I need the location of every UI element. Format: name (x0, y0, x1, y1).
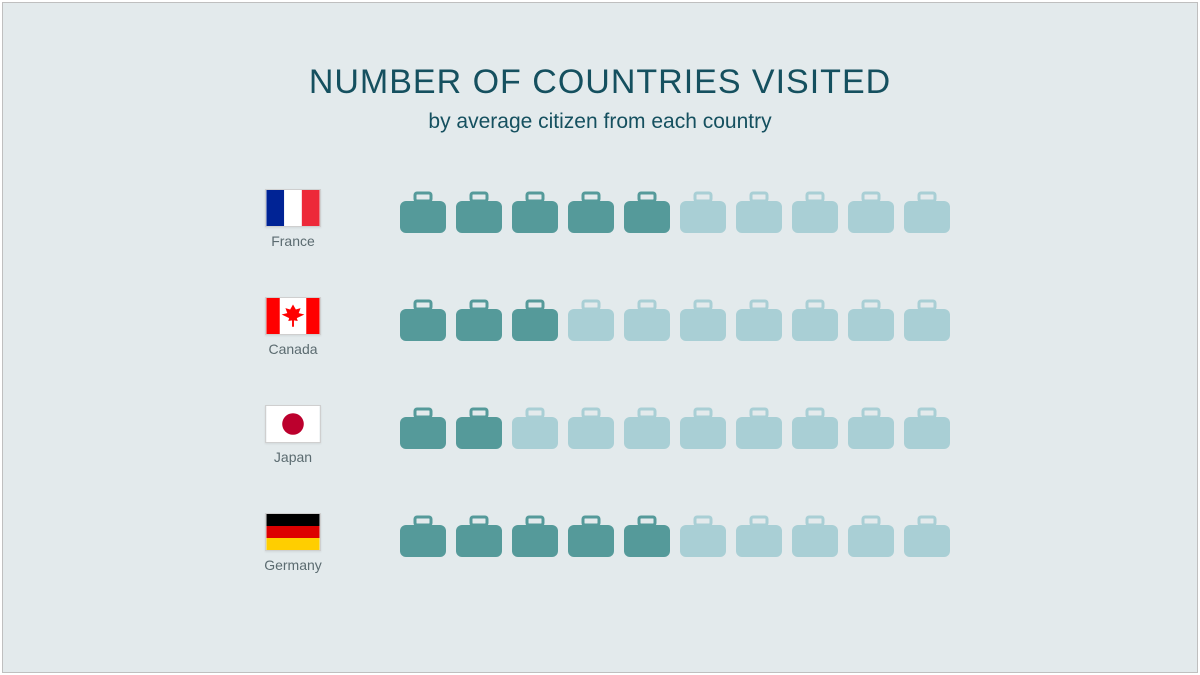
pictogram-icons (398, 513, 952, 559)
suitcase-icon (790, 191, 840, 235)
suitcase-icon (678, 191, 728, 235)
suitcase-icon (622, 407, 672, 451)
suitcase-icon (622, 191, 672, 235)
suitcase-icon (678, 515, 728, 559)
suitcase-icon (846, 191, 896, 235)
suitcase-icon (454, 407, 504, 451)
suitcase-icon (678, 407, 728, 451)
country-label: Germany (264, 557, 322, 573)
suitcase-icon (734, 191, 784, 235)
country-row: Japan (248, 405, 952, 465)
suitcase-icon (566, 407, 616, 451)
suitcase-icon (902, 515, 952, 559)
flag-germany-icon (265, 513, 321, 551)
pictogram-icons (398, 297, 952, 343)
suitcase-icon (398, 299, 448, 343)
suitcase-icon (734, 299, 784, 343)
suitcase-icon (846, 407, 896, 451)
suitcase-icon (454, 299, 504, 343)
flag-france-icon (265, 189, 321, 227)
suitcase-icon (566, 191, 616, 235)
country-column: Germany (248, 513, 338, 573)
suitcase-icon (398, 191, 448, 235)
suitcase-icon (566, 299, 616, 343)
suitcase-icon (846, 299, 896, 343)
suitcase-icon (790, 515, 840, 559)
suitcase-icon (454, 515, 504, 559)
suitcase-icon (902, 407, 952, 451)
infographic-frame: NUMBER OF COUNTRIES VISITED by average c… (2, 2, 1198, 673)
suitcase-icon (622, 515, 672, 559)
suitcase-icon (902, 191, 952, 235)
chart-subtitle: by average citizen from each country (43, 110, 1157, 134)
country-label: Canada (268, 341, 317, 357)
country-label: Japan (274, 449, 312, 465)
suitcase-icon (510, 299, 560, 343)
suitcase-icon (846, 515, 896, 559)
suitcase-icon (510, 191, 560, 235)
suitcase-icon (622, 299, 672, 343)
suitcase-icon (678, 299, 728, 343)
suitcase-icon (790, 407, 840, 451)
country-row: France (248, 189, 952, 249)
suitcase-icon (454, 191, 504, 235)
pictogram-icons (398, 189, 952, 235)
flag-japan-icon (265, 405, 321, 443)
country-column: Canada (248, 297, 338, 357)
suitcase-icon (790, 299, 840, 343)
country-column: France (248, 189, 338, 249)
country-label: France (271, 233, 315, 249)
suitcase-icon (734, 407, 784, 451)
suitcase-icon (398, 515, 448, 559)
flag-canada-icon (265, 297, 321, 335)
suitcase-icon (902, 299, 952, 343)
country-column: Japan (248, 405, 338, 465)
suitcase-icon (734, 515, 784, 559)
country-row: Germany (248, 513, 952, 573)
suitcase-icon (510, 515, 560, 559)
suitcase-icon (566, 515, 616, 559)
pictogram-rows: France Canada (43, 189, 1157, 573)
suitcase-icon (398, 407, 448, 451)
suitcase-icon (510, 407, 560, 451)
country-row: Canada (248, 297, 952, 357)
pictogram-icons (398, 405, 952, 451)
chart-title: NUMBER OF COUNTRIES VISITED (43, 63, 1157, 102)
